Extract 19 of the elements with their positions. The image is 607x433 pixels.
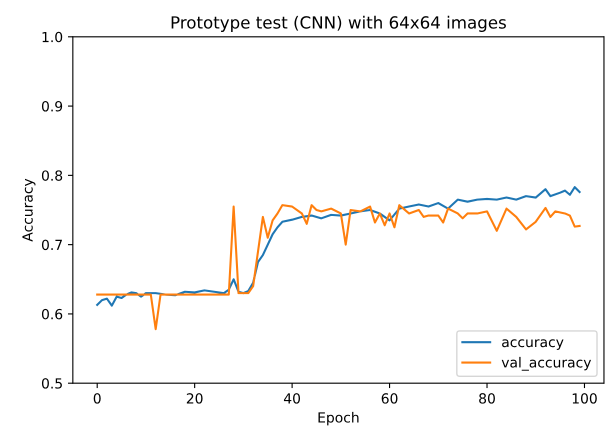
x-tick-label: 60 — [382, 393, 398, 404]
x-tick-label: 80 — [479, 393, 495, 404]
x-tick-label: 20 — [186, 393, 203, 404]
legend-label: val_accuracy — [502, 356, 592, 371]
y-tick-label: 0.9 — [42, 101, 62, 112]
x-tick-label: 0 — [94, 393, 101, 404]
y-tick-label: 1.0 — [42, 32, 62, 42]
y-tick-label: 0.5 — [42, 378, 62, 389]
x-tick-label: 40 — [284, 393, 300, 404]
line-series — [96, 204, 581, 330]
y-axis-title: Accuracy — [22, 178, 36, 242]
line-series — [96, 186, 581, 307]
y-tick-label: 0.8 — [42, 170, 62, 181]
y-tick-label: 0.7 — [42, 240, 62, 250]
legend-label: accuracy — [502, 339, 564, 350]
x-tick-label: 100 — [572, 393, 597, 404]
x-axis-title: Epoch — [318, 412, 358, 426]
chart-title: Prototype test (CNN) with 64x64 images — [172, 16, 506, 32]
y-tick-label: 0.6 — [42, 308, 62, 320]
